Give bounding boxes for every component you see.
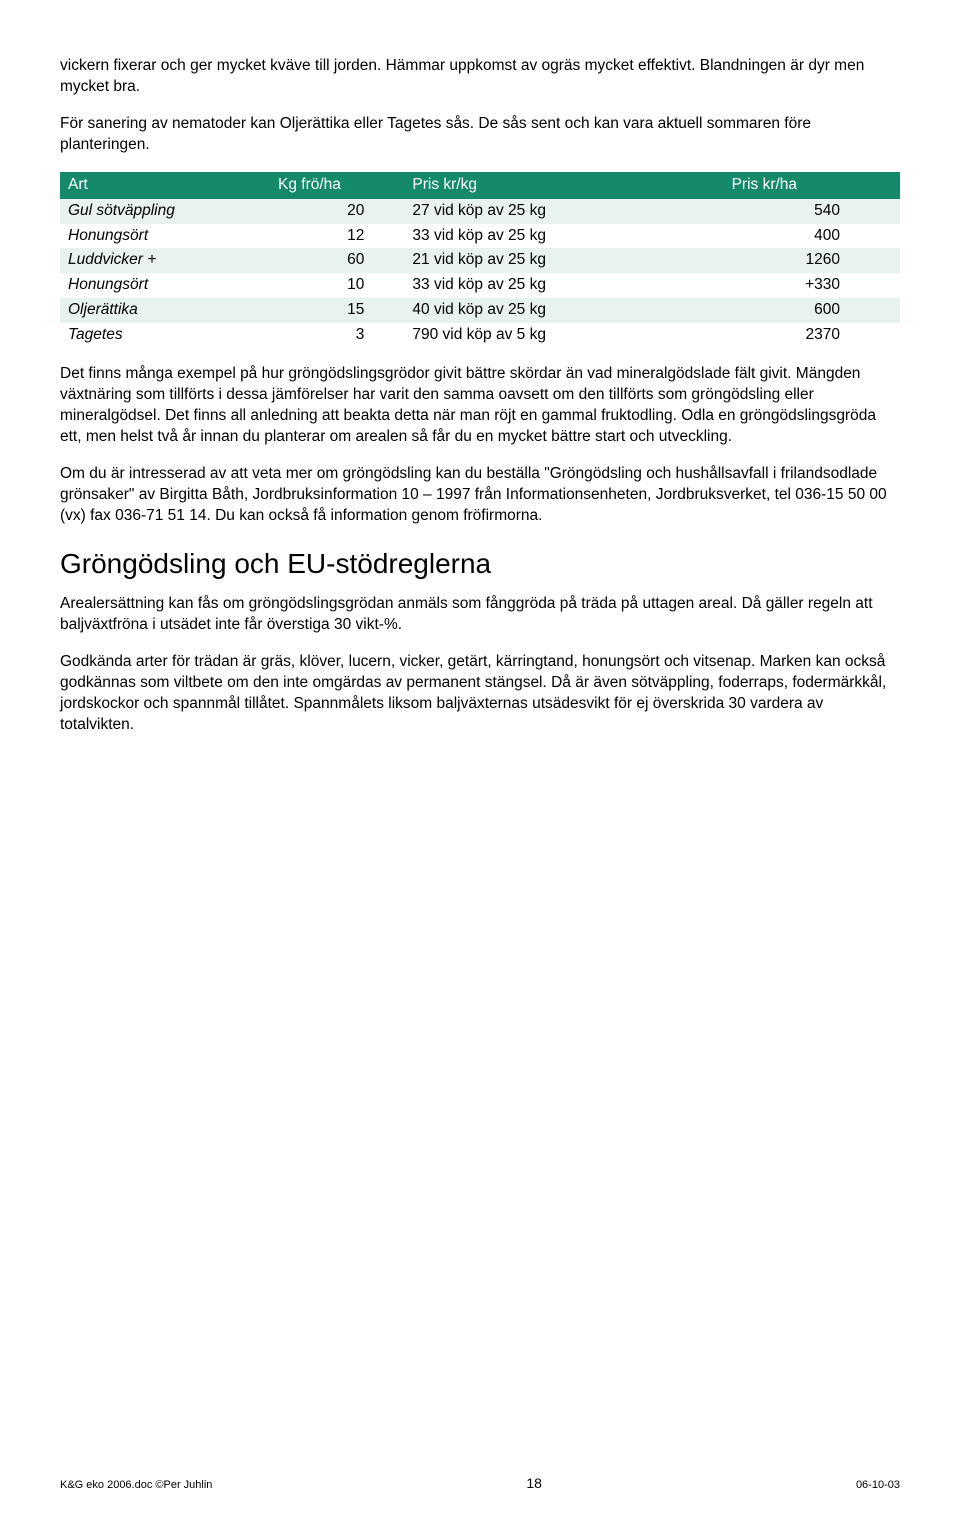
cell-prkg: 790 vid köp av 5 kg <box>404 323 723 348</box>
table-row: Honungsört 10 33 vid köp av 25 kg +330 <box>60 273 900 298</box>
col-header-prha: Pris kr/ha <box>724 172 900 199</box>
col-header-prkg: Pris kr/kg <box>404 172 723 199</box>
paragraph: Arealersättning kan fås om gröngödslings… <box>60 594 900 636</box>
cell-prkg: 33 vid köp av 25 kg <box>404 224 723 249</box>
footer-page-number: 18 <box>526 1474 542 1493</box>
cell-prha: +330 <box>724 273 900 298</box>
paragraph: vickern fixerar och ger mycket kväve til… <box>60 56 900 98</box>
cell-prha: 400 <box>724 224 900 249</box>
paragraph: Om du är intresserad av att veta mer om … <box>60 464 900 527</box>
col-header-art: Art <box>60 172 270 199</box>
cell-prkg: 27 vid köp av 25 kg <box>404 199 723 224</box>
table-row: Gul sötväppling 20 27 vid köp av 25 kg 5… <box>60 199 900 224</box>
footer-left: K&G eko 2006.doc ©Per Juhlin <box>60 1478 212 1493</box>
cell-prha: 540 <box>724 199 900 224</box>
seed-price-table: Art Kg frö/ha Pris kr/kg Pris kr/ha Gul … <box>60 172 900 348</box>
cell-prha: 600 <box>724 298 900 323</box>
cell-art: Tagetes <box>60 323 270 348</box>
cell-art: Luddvicker + <box>60 248 270 273</box>
footer-right: 06-10-03 <box>856 1478 900 1493</box>
table-row: Tagetes 3 790 vid köp av 5 kg 2370 <box>60 323 900 348</box>
table-row: Luddvicker + 60 21 vid köp av 25 kg 1260 <box>60 248 900 273</box>
cell-art: Oljerättika <box>60 298 270 323</box>
cell-art: Honungsört <box>60 273 270 298</box>
paragraph: Det finns många exempel på hur gröngödsl… <box>60 364 900 448</box>
table-row: Honungsört 12 33 vid köp av 25 kg 400 <box>60 224 900 249</box>
table-row: Oljerättika 15 40 vid köp av 25 kg 600 <box>60 298 900 323</box>
cell-prkg: 40 vid köp av 25 kg <box>404 298 723 323</box>
cell-kg: 12 <box>270 224 404 249</box>
cell-prha: 2370 <box>724 323 900 348</box>
cell-prha: 1260 <box>724 248 900 273</box>
page-footer: K&G eko 2006.doc ©Per Juhlin 18 06-10-03 <box>60 1474 900 1493</box>
cell-prkg: 33 vid köp av 25 kg <box>404 273 723 298</box>
paragraph: För sanering av nematoder kan Oljerättik… <box>60 114 900 156</box>
paragraph: Godkända arter för trädan är gräs, klöve… <box>60 652 900 736</box>
cell-kg: 20 <box>270 199 404 224</box>
cell-art: Gul sötväppling <box>60 199 270 224</box>
cell-kg: 60 <box>270 248 404 273</box>
col-header-kg: Kg frö/ha <box>270 172 404 199</box>
section-heading-eu: Gröngödsling och EU-stödreglerna <box>60 545 900 583</box>
cell-prkg: 21 vid köp av 25 kg <box>404 248 723 273</box>
cell-art: Honungsört <box>60 224 270 249</box>
cell-kg: 15 <box>270 298 404 323</box>
cell-kg: 3 <box>270 323 404 348</box>
cell-kg: 10 <box>270 273 404 298</box>
